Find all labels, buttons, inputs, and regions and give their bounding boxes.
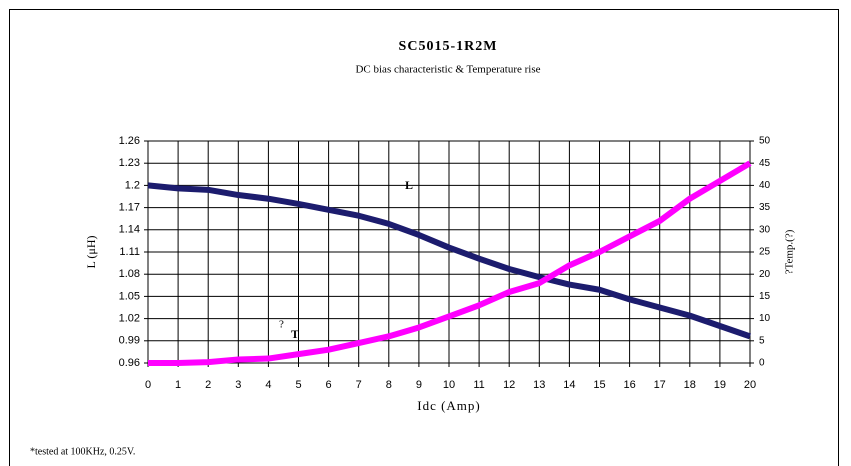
- y-tick-label: 1.23: [119, 157, 140, 169]
- plot-border: [147, 140, 751, 364]
- y2-tick-label: 45: [759, 158, 771, 169]
- y2-axis-label: ?Temp.(?): [784, 229, 796, 274]
- chart-title: SC5015-1R2M: [399, 39, 498, 54]
- x-tick-label: 6: [326, 379, 332, 391]
- y-tick-label: 1.14: [119, 224, 140, 236]
- footnote: *tested at 100KHz, 0.25V.: [30, 446, 135, 457]
- y2-tick-label: 10: [759, 313, 771, 324]
- x-tick-label: 19: [714, 379, 726, 391]
- x-tick-label: 5: [295, 379, 301, 391]
- y-tick-label: 0.99: [119, 335, 140, 347]
- x-tick-label: 1: [175, 379, 181, 391]
- x-tick-label: 18: [684, 379, 696, 391]
- x-tick-label: 17: [654, 379, 666, 391]
- y-tick-label: 1.17: [119, 202, 140, 214]
- annotation: ?: [279, 319, 284, 331]
- x-tick-label: 12: [503, 379, 515, 391]
- y2-tick-label: 30: [759, 224, 771, 235]
- x-tick-label: 10: [443, 379, 455, 391]
- x-tick-label: 2: [205, 379, 211, 391]
- annotation: T: [291, 327, 299, 341]
- y2-tick-label: 25: [759, 247, 771, 258]
- y2-tick-label: 50: [759, 136, 771, 147]
- x-tick-label: 0: [145, 379, 151, 391]
- y-tick-label: 1.05: [119, 290, 140, 302]
- y-tick-label: 1.02: [119, 313, 140, 325]
- chart-subtitle: DC bias characteristic & Temperature ris…: [355, 64, 540, 76]
- y2-tick-label: 20: [759, 269, 771, 280]
- y2-tick-label: 40: [759, 180, 771, 191]
- y-tick-label: 1.2: [125, 179, 140, 191]
- y-tick-label: 0.96: [119, 357, 140, 369]
- y-tick-label: 1.08: [119, 268, 140, 280]
- x-tick-label: 15: [593, 379, 605, 391]
- x-tick-label: 3: [235, 379, 241, 391]
- y-tick-label: 1.26: [119, 135, 140, 147]
- x-tick-label: 13: [533, 379, 545, 391]
- series-line: [147, 182, 751, 340]
- series-line: [148, 160, 752, 366]
- x-tick-label: 11: [473, 379, 484, 391]
- y2-tick-label: 35: [759, 202, 771, 213]
- x-tick-label: 20: [744, 379, 756, 391]
- y-axis-label: L (μH): [84, 236, 98, 269]
- x-axis-label: Idc (Amp): [417, 398, 481, 413]
- x-tick-label: 7: [356, 379, 362, 391]
- y2-tick-label: 15: [759, 291, 771, 302]
- frame: [9, 9, 839, 466]
- x-tick-label: 8: [386, 379, 392, 391]
- y2-tick-label: 5: [759, 335, 765, 346]
- y2-tick-label: 0: [759, 358, 765, 369]
- x-tick-label: 16: [623, 379, 635, 391]
- x-tick-label: 9: [416, 379, 422, 391]
- x-tick-label: 4: [265, 379, 271, 391]
- y-tick-label: 1.11: [119, 246, 140, 258]
- x-tick-label: 14: [563, 379, 575, 391]
- annotation: L: [405, 178, 413, 192]
